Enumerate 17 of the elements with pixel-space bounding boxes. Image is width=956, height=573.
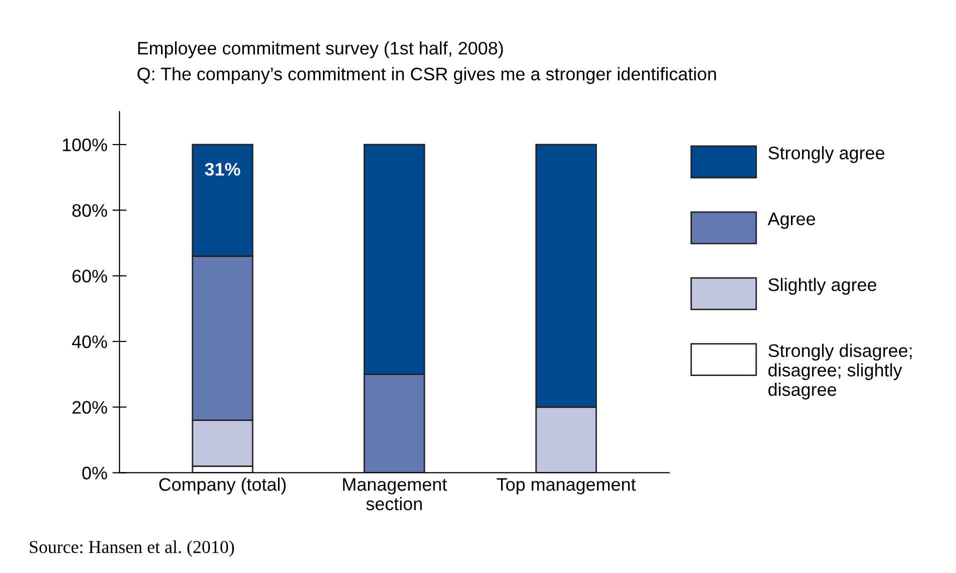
- legend-label: Strongly disagree; disagree; slightly disagree: [768, 344, 912, 400]
- source-note: Source: Hansen et al. (2010): [30, 540, 234, 557]
- y-tick-label: 60%: [72, 270, 108, 283]
- annotation: 31%: [204, 162, 240, 176]
- y-tick-label: 0%: [82, 466, 108, 480]
- legend-label: Strongly agree: [768, 146, 884, 163]
- legend-label: Slightly agree: [768, 278, 876, 295]
- chart-title: Employee commitment survey (1st half, 2008): [138, 41, 503, 58]
- chart-subtitle: Q: The company’s commitment in CSR gives me a stronger identification: [138, 67, 716, 84]
- y-tick-label: 40%: [72, 335, 108, 348]
- x-tick-label: Management section: [343, 478, 447, 510]
- y-tick-label: 100%: [62, 138, 108, 152]
- x-tick-label: Top management: [496, 478, 636, 494]
- x-tick-label: Company (total): [159, 478, 286, 494]
- legend-label: Agree: [768, 212, 816, 229]
- y-tick-label: 80%: [72, 204, 108, 217]
- y-tick-label: 20%: [72, 401, 108, 414]
